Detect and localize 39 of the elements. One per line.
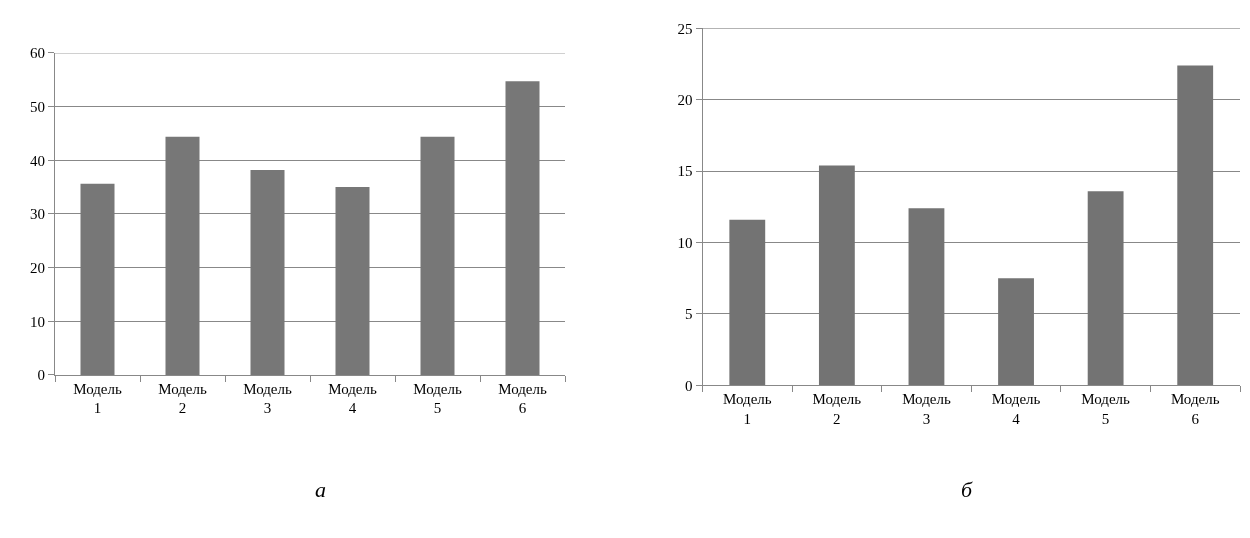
- bar: [250, 169, 285, 375]
- x-tick-label: Модель 4: [991, 391, 1041, 427]
- y-tick-label: 50: [30, 98, 45, 115]
- bar: [729, 219, 766, 386]
- bar: [165, 136, 200, 375]
- y-tick-label: 40: [30, 152, 45, 169]
- bar: [1087, 191, 1124, 386]
- x-tick-label: Модель 2: [812, 391, 862, 427]
- x-tick-label: Модель 5: [1081, 391, 1131, 427]
- bar: [505, 81, 540, 375]
- text: а: [315, 477, 326, 502]
- x-tick-label: Модель 5: [413, 380, 462, 417]
- bar: [335, 187, 370, 375]
- x-tick-label: Модель 1: [73, 380, 122, 417]
- y-tick-label: 0: [37, 367, 45, 384]
- bar: [908, 208, 945, 386]
- y-tick-label: 20: [30, 259, 45, 276]
- bar: [1177, 65, 1214, 386]
- y-tick-label: 5: [685, 306, 693, 323]
- x-tick-label: Модель 3: [902, 391, 951, 427]
- text: б: [961, 477, 973, 502]
- x-tick-label: Модель 6: [498, 380, 547, 417]
- bar: [998, 278, 1034, 386]
- x-tick-label: Модель 4: [328, 380, 377, 417]
- y-tick-label: 25: [677, 20, 693, 37]
- bar: [818, 165, 855, 386]
- y-tick-label: 10: [30, 313, 45, 330]
- bar: [80, 183, 115, 375]
- x-tick-label: Модель 6: [1170, 391, 1220, 427]
- y-tick-label: 15: [677, 163, 693, 180]
- y-tick-label: 10: [677, 234, 693, 251]
- y-tick-label: 20: [677, 92, 693, 109]
- x-tick-label: Модель 3: [243, 380, 292, 417]
- y-tick-label: 60: [30, 45, 45, 62]
- y-tick-label: 0: [685, 377, 693, 394]
- x-tick-label: Модель 2: [158, 380, 207, 417]
- bar: [420, 136, 455, 375]
- y-tick-label: 30: [30, 206, 45, 223]
- x-tick-label: Модель 1: [722, 391, 772, 427]
